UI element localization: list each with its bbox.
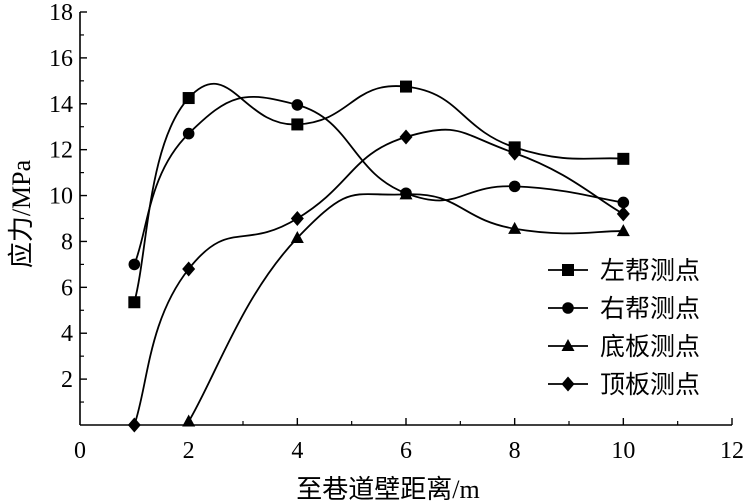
data-point-circle (291, 99, 304, 111)
legend-label: 顶板测点 (600, 371, 700, 399)
y-tick-label: 10 (49, 184, 73, 210)
data-point-diamond (290, 211, 304, 226)
x-tick-label: 6 (400, 438, 412, 464)
series-line-diamond (133, 128, 624, 426)
x-tick-label: 12 (720, 438, 744, 464)
y-tick-label: 18 (49, 0, 73, 26)
legend-label: 左帮测点 (600, 257, 700, 285)
data-point-triangle (399, 187, 413, 200)
y-tick-label: 14 (49, 92, 73, 118)
data-point-triangle (616, 224, 630, 237)
data-point-square (182, 92, 195, 105)
data-point-square (400, 80, 412, 93)
data-point-diamond (127, 417, 141, 433)
legend-marker-triangle (561, 339, 575, 351)
legend-marker-circle (562, 302, 574, 314)
data-point-circle (128, 258, 141, 271)
y-tick-label: 4 (61, 321, 73, 347)
legend-label: 底板测点 (600, 333, 700, 361)
y-tick-label: 6 (61, 275, 73, 301)
data-point-triangle (182, 414, 196, 427)
axes: 0 2 4 6 8 10 12 2 4 6 8 10 12 14 16 18 (49, 0, 744, 464)
x-tick-label: 10 (611, 438, 635, 464)
data-point-triangle (290, 231, 304, 244)
series-curves (133, 82, 624, 426)
data-point-triangle (508, 221, 522, 234)
x-tick-label: 8 (509, 438, 521, 464)
data-point-square (617, 152, 630, 165)
data-point-diamond (182, 261, 196, 277)
x-axis-label: 至巷道壁距离/m (296, 475, 479, 504)
y-axis-label: 应力/MPa (7, 159, 36, 268)
y-tick-label: 12 (49, 138, 73, 164)
data-point-square (128, 296, 141, 309)
y-tick-label: 16 (49, 46, 73, 72)
series-line-triangle (187, 193, 624, 423)
legend-label: 右帮测点 (600, 295, 700, 323)
data-point-diamond (399, 129, 413, 145)
x-tick-label: 4 (291, 438, 303, 464)
data-point-circle (508, 180, 521, 193)
data-point-diamond (616, 206, 630, 222)
series-line-circle (133, 95, 624, 265)
data-point-circle (182, 127, 195, 140)
data-point-square (291, 118, 304, 131)
y-tick-label: 2 (61, 367, 73, 393)
data-point-diamond (508, 145, 522, 161)
y-tick-label: 8 (61, 229, 73, 255)
legend-marker-diamond (561, 376, 575, 392)
series-markers (127, 80, 630, 433)
data-point-circle (617, 196, 630, 209)
legend-marker-square (562, 264, 574, 276)
x-tick-label: 0 (74, 438, 86, 464)
x-tick-label: 2 (183, 438, 195, 464)
